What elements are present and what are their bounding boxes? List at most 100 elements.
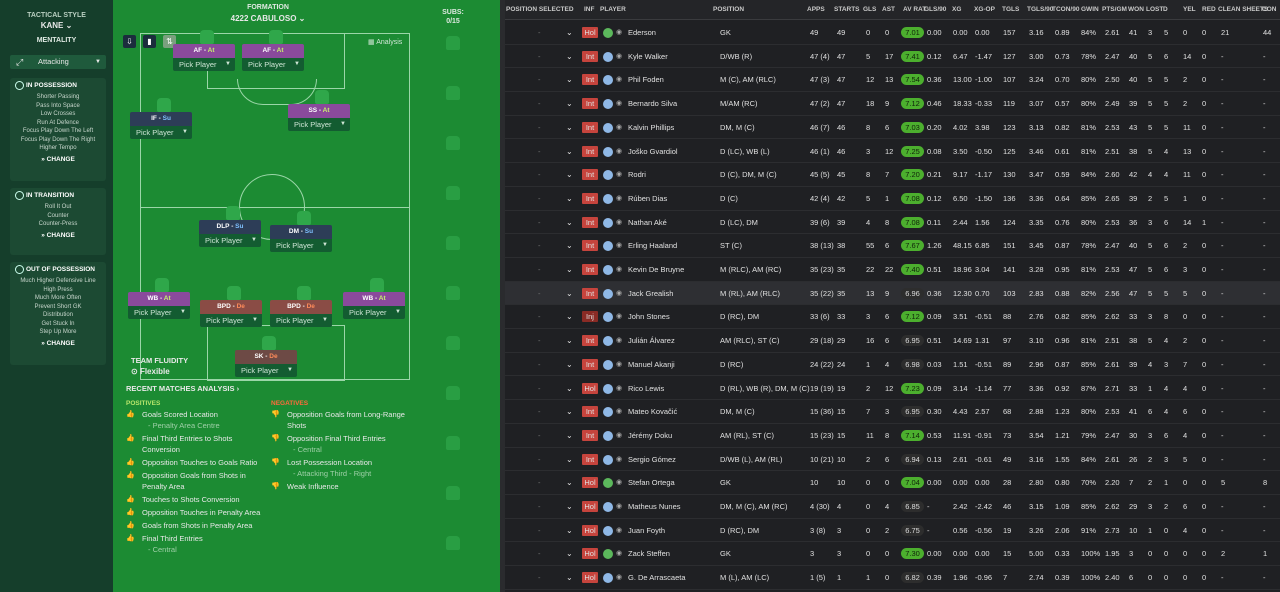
position-role[interactable]: BPD - De [270,300,332,314]
table-row[interactable]: - ⌄ Int ◉ Nathan Aké D (LC), DM 39 (6) 39 4 8 7.08… [505,211,1280,235]
player-name[interactable]: Kyle Walker [628,51,668,61]
position-selected-cell[interactable]: - [538,407,541,417]
pick-player-dropdown[interactable]: Pick Player ▼ [173,58,235,71]
column-header[interactable]: XG-OP [974,6,995,13]
player-name[interactable]: Stefan Ortega [628,478,675,488]
position-role[interactable]: AF - At [173,44,235,58]
column-header[interactable]: PLAYER [600,6,626,13]
player-info-icon[interactable]: ◉ [616,479,623,487]
column-header[interactable]: POSITION [713,6,745,13]
player-info-icon[interactable]: ◉ [616,455,623,463]
player-info-icon[interactable]: ◉ [616,29,623,36]
column-header[interactable]: TGLS [1002,6,1020,13]
column-header[interactable]: APPS [807,6,825,13]
player-info-icon[interactable]: ◉ [616,76,623,84]
player-name[interactable]: Nathan Aké [628,217,667,227]
position-role[interactable]: DLP - Su [199,220,261,234]
chevron-down-icon[interactable]: ⌄ [566,193,573,203]
player-info-icon[interactable]: ◉ [616,431,623,439]
chevron-down-icon[interactable]: ⌄ [566,28,573,37]
player-name[interactable]: Julián Álvarez [628,336,675,346]
table-row[interactable]: - ⌄ Int ◉ Rodri D (C), DM, M (C) 45 (5) 45 8 7 7.2… [505,163,1280,187]
pick-player-dropdown[interactable]: Pick Player ▼ [288,118,350,131]
in-transition-change-button[interactable]: » CHANGE [10,229,106,242]
chevron-down-icon[interactable]: ⌄ [566,454,573,464]
player-name[interactable]: Phil Foden [628,75,664,85]
table-row[interactable]: - ⌄ Int ◉ Kalvin Phillips DM, M (C) 46 (7) 46 8 6… [505,116,1280,140]
chevron-down-icon[interactable]: ⌄ [566,122,573,132]
pick-player-dropdown[interactable]: Pick Player ▼ [343,306,405,319]
table-row[interactable]: - ⌄ Int ◉ Sergio Gómez D/WB (L), AM (RL) 10 (2… [505,448,1280,472]
analysis-toggle[interactable]: ▦ Analysis [368,38,402,46]
table-row[interactable]: - ⌄ Int ◉ Kyle Walker D/WB (R) 47 (4) 47 5 17 7.41… [505,45,1280,69]
player-name[interactable]: Rico Lewis [628,383,665,393]
mentality-select[interactable]: ⤢ Attacking ▼ [10,55,106,69]
column-header[interactable]: TGLS/90 [1027,6,1054,13]
position-selected-cell[interactable]: - [538,170,541,180]
position-selected-cell[interactable]: - [538,99,541,109]
player-info-icon[interactable]: ◉ [616,503,623,510]
chevron-down-icon[interactable]: ⌄ [566,502,573,511]
panel-divider[interactable] [500,0,505,592]
position-role[interactable]: BPD - De [200,300,262,314]
chevron-down-icon[interactable]: ⌄ [566,170,573,180]
player-name[interactable]: Rodri [628,170,646,180]
position-selected-cell[interactable]: - [538,122,541,132]
table-row[interactable]: - ⌄ Int ◉ Manuel Akanji D (RC) 24 (22) 24 1 4 6.98… [505,353,1280,377]
pick-player-dropdown[interactable]: Pick Player ▼ [130,126,192,139]
position-selected-cell[interactable]: - [538,28,541,37]
player-info-icon[interactable]: ◉ [616,384,623,392]
table-row[interactable]: - ⌄ Int ◉ Phil Foden M (C), AM (RLC) 47 (3) 47 1… [505,68,1280,93]
table-row[interactable]: - ⌄ Int ◉ Joško Gvardiol D (LC), WB (L) 46 (1)… [505,140,1280,164]
table-row[interactable]: - ⌄ Int ◉ Julián Álvarez AM (RLC), ST (C) 29 (… [505,329,1280,353]
player-name[interactable]: Joško Gvardiol [628,146,678,156]
chevron-down-icon[interactable]: ⌄ [566,336,573,346]
position-selected-cell[interactable]: - [538,146,541,156]
column-header[interactable]: LOST [1146,6,1164,13]
position-selected-cell[interactable]: - [538,525,541,535]
player-name[interactable]: Rúben Dias [628,193,668,203]
player-name[interactable]: Mateo Kovačić [628,407,678,417]
chevron-down-icon[interactable]: ⌄ [566,383,573,393]
pick-player-dropdown[interactable]: Pick Player ▼ [200,314,262,327]
column-header[interactable]: CLEAN SHEETS [1218,6,1269,13]
player-info-icon[interactable]: ◉ [616,550,623,558]
column-header[interactable]: INF [584,6,595,13]
player-name[interactable]: Jack Grealish [628,288,674,298]
position-role[interactable]: AF - At [242,44,304,58]
player-info-icon[interactable]: ◉ [616,313,623,321]
table-row[interactable]: - ⌄ Int ◉ Jérémy Doku AM (RL), ST (C) 15 (23) 1… [505,424,1280,448]
player-name[interactable]: Ederson [628,28,656,37]
player-info-icon[interactable]: ◉ [616,100,623,108]
column-header[interactable]: XG [952,6,962,13]
chevron-down-icon[interactable]: ⌄ [566,430,573,440]
chevron-down-icon[interactable]: ⌄ [566,573,573,583]
player-info-icon[interactable]: ◉ [616,52,623,60]
formation-dropdown[interactable]: 4222 CABULOSO ⌄ [213,14,323,23]
position-role[interactable]: WB - At [128,292,190,306]
player-info-icon[interactable]: ◉ [616,408,623,416]
player-info-icon[interactable]: ◉ [616,574,623,582]
position-role[interactable]: DM - Su [270,225,332,239]
pick-player-dropdown[interactable]: Pick Player ▼ [242,58,304,71]
chevron-down-icon[interactable]: ⌄ [566,99,573,109]
chevron-down-icon[interactable]: ⌄ [566,146,573,156]
chevron-down-icon[interactable]: ⌄ [566,51,573,61]
chevron-down-icon[interactable]: ⌄ [566,241,573,251]
player-info-icon[interactable]: ◉ [616,123,623,131]
position-selected-cell[interactable]: - [538,51,541,61]
table-row[interactable]: - ⌄ Inj ◉ John Stones D (RC), DM 33 (6) 33 3 6 7.1… [505,305,1280,330]
position-selected-cell[interactable]: - [538,241,541,251]
column-header[interactable]: GWIN [1081,6,1099,13]
player-name[interactable]: John Stones [628,312,670,322]
chevron-down-icon[interactable]: ⌄ [566,217,573,227]
table-row[interactable]: - ⌄ Hol ◉ Stefan Ortega GK 10 10 0 0 7.04 0.00 0.00 0… [505,471,1280,495]
chevron-down-icon[interactable]: ⌄ [566,288,573,298]
column-header[interactable]: D [1163,6,1168,13]
player-info-icon[interactable]: ◉ [616,171,623,179]
player-name[interactable]: Erling Haaland [628,241,678,251]
position-selected-cell[interactable]: - [538,336,541,346]
pick-player-dropdown[interactable]: Pick Player ▼ [270,314,332,327]
column-header[interactable]: CON [1262,6,1277,13]
player-name[interactable]: Bernardo Silva [628,99,678,109]
